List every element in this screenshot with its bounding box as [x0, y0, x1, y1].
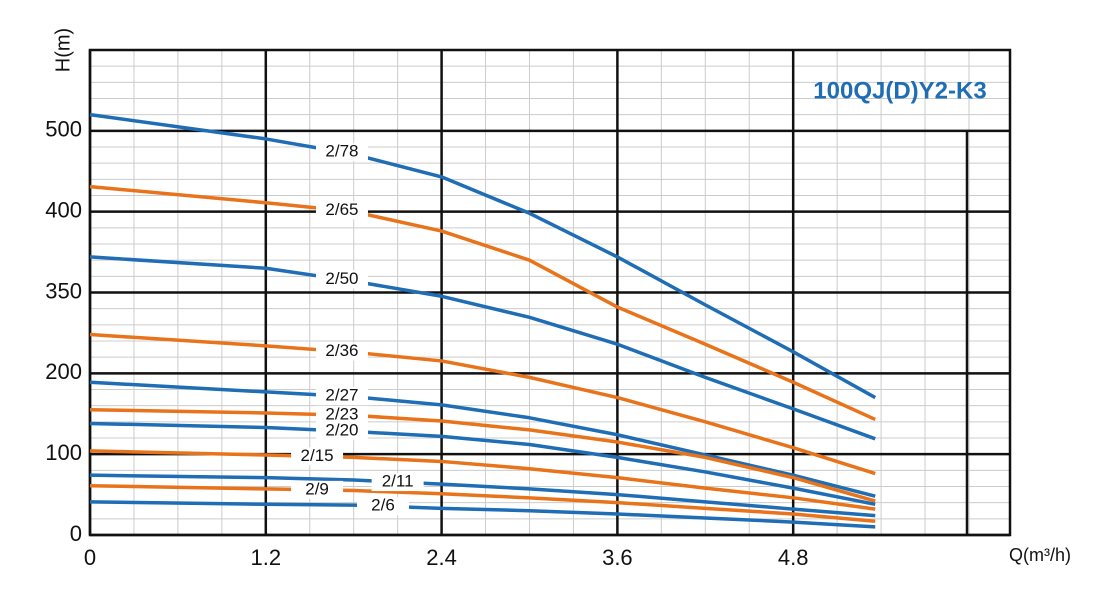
curve — [89, 184, 876, 422]
y-tick-label: 200 — [45, 359, 82, 384]
y-axis-label: H(m) — [52, 28, 74, 72]
label-background — [371, 473, 424, 492]
curve — [89, 112, 877, 400]
label-background — [315, 387, 368, 406]
curve-label: 2/11 — [382, 472, 414, 491]
curve — [89, 380, 876, 498]
curve-label: 2/36 — [325, 341, 358, 360]
label-background — [315, 143, 368, 162]
y-tick-label: 350 — [45, 278, 82, 303]
curve — [89, 332, 876, 476]
label-background — [315, 342, 368, 361]
x-tick-label: 2.4 — [426, 545, 457, 570]
curve-label: 2/78 — [325, 142, 358, 161]
curve-label: 2/50 — [325, 269, 358, 288]
curve — [89, 421, 876, 507]
x-tick-label: 4.8 — [778, 545, 809, 570]
curve-label: 2/27 — [325, 386, 358, 405]
y-tick-label: 100 — [45, 440, 82, 465]
x-axis-label: Q(m³/h) — [1009, 545, 1071, 565]
label-background — [315, 270, 368, 289]
curve — [89, 500, 876, 529]
x-tick-label: 3.6 — [602, 545, 633, 570]
x-tick-label: 0 — [84, 545, 96, 570]
curve-label: 2/9 — [305, 479, 329, 498]
label-background — [315, 421, 368, 440]
curve — [89, 473, 876, 518]
curve-label: 2/65 — [325, 200, 358, 219]
curves — [89, 112, 877, 529]
y-tick-label: 400 — [45, 197, 82, 222]
label-background — [356, 497, 409, 516]
curve-label: 2/20 — [325, 420, 358, 439]
curve-label: 2/6 — [371, 496, 395, 515]
y-tick-label: 500 — [45, 117, 82, 142]
labels: 2/78 2/65 2/50 2/36 2/272/232/20 2/15 2/11 2/9 2… — [291, 142, 424, 516]
chart-title: 100QJ(D)Y2-K3 — [813, 77, 986, 104]
x-tick-label: 1.2 — [250, 545, 281, 570]
curve — [89, 255, 876, 441]
label-background — [291, 447, 344, 466]
label-background — [315, 406, 368, 425]
curve-label: 2/15 — [301, 446, 334, 465]
label-background — [291, 480, 344, 499]
curve — [89, 407, 876, 503]
label-background — [315, 201, 368, 220]
curve-label: 2/23 — [325, 405, 358, 424]
y-tick-label: 0 — [70, 521, 82, 546]
plot-frame — [88, 48, 1012, 537]
